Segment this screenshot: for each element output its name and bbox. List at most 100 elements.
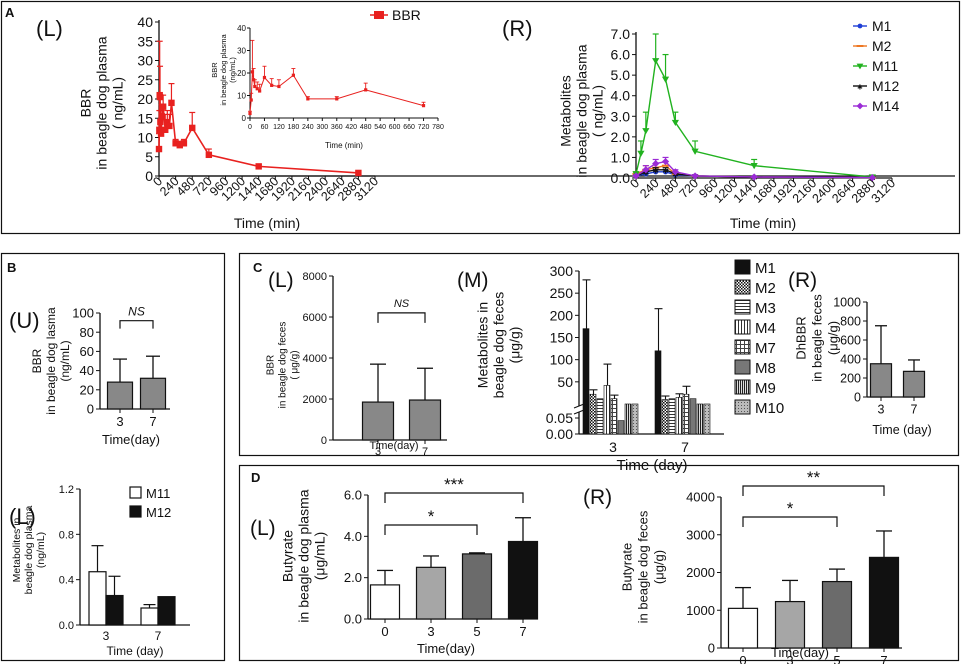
y-axis-label: BBR [78, 89, 94, 118]
y-tick-label: 40 [80, 363, 94, 378]
panel-d-label: D [251, 470, 260, 485]
y-axis-label: (μg/g) [507, 327, 523, 364]
data-point [176, 142, 183, 149]
bar-m12-day7 [157, 596, 176, 626]
data-point [157, 118, 164, 126]
x-axis-label: Time (day) [872, 423, 931, 437]
y-tick-label: 20 [80, 382, 94, 397]
data-point [155, 145, 163, 153]
legend-swatch-m3 [734, 299, 751, 315]
panel-c-frame [238, 252, 960, 457]
y-tick-label: 0.00 [546, 426, 573, 442]
inset-x-tick-label: 0 [248, 124, 252, 131]
series-line-bbr [158, 95, 359, 174]
x-axis-label: Time(day) [771, 645, 829, 660]
y-tick-label: 0 [708, 641, 715, 656]
y-tick-label: 0.0 [611, 170, 631, 186]
inset-data-point [277, 84, 281, 89]
bar-m4-day7 [675, 397, 683, 435]
panel-d-frame [238, 464, 960, 662]
axis-break-mark [573, 403, 585, 409]
y-tick-label: 300 [550, 263, 574, 279]
inset-y-tick-label: 20 [237, 69, 246, 78]
legend-label-m2: M2 [872, 38, 892, 54]
data-point [156, 93, 164, 101]
legend-label-bbr: BBR [392, 7, 421, 23]
data-point [691, 172, 699, 180]
inset-data-point [249, 98, 253, 102]
y-tick-label: 0.8 [59, 529, 74, 541]
y-tick-label: 6000 [303, 312, 327, 324]
data-point [868, 173, 876, 182]
significance-bracket [384, 524, 478, 535]
data-point [172, 140, 179, 147]
panel-a-frame [0, 0, 961, 235]
y-tick-label: 35 [137, 33, 153, 49]
bar-7 [507, 540, 539, 620]
y-tick-label: 1.0 [611, 149, 631, 165]
panel-tag: (L) [250, 517, 276, 540]
legend-label-m12: M12 [872, 78, 899, 94]
x-axis-label: Time(day) [369, 440, 418, 452]
data-point [162, 126, 169, 133]
legend-label-m3: M3 [755, 300, 776, 317]
data-point [166, 122, 173, 130]
panel-b-frame [0, 252, 226, 662]
bar-3 [361, 401, 395, 441]
bar-m9-day7 [696, 403, 704, 435]
data-point [355, 169, 362, 177]
y-tick-label: 40 [137, 14, 153, 30]
y-axis-label: in beagle dog plasma [296, 489, 312, 622]
inset-data-point [421, 104, 426, 108]
y-axis-label: Metabolites [558, 75, 574, 147]
x-tick-label: 7 [422, 446, 428, 458]
y-tick-label: 100 [550, 352, 574, 368]
bar-m8-day7 [689, 398, 697, 435]
significance-bracket [742, 485, 885, 496]
x-axis-label: Time (day) [107, 644, 164, 658]
y-tick-label: 0.05 [546, 410, 573, 426]
y-tick-label: 2.0 [344, 570, 362, 585]
legend-label-m7: M7 [755, 340, 776, 357]
panel-tag: (R) [502, 16, 533, 41]
data-point [642, 166, 650, 174]
y-axis-label: ( ng/mL) [110, 77, 126, 129]
data-point [750, 163, 758, 170]
bar-m1-day7 [654, 350, 662, 435]
data-point [637, 150, 645, 157]
inset-data-point [335, 97, 339, 101]
y-tick-label: 800 [840, 314, 861, 328]
y-tick-label: 2000 [686, 565, 715, 580]
legend-swatch-m10 [734, 399, 751, 415]
y-tick-label: 2.0 [611, 129, 631, 145]
y-tick-label: 20 [137, 91, 153, 107]
charts-layer: (L)0510152025303540024048072096012001440… [9, 7, 955, 664]
x-tick-label: 5 [833, 653, 840, 664]
y-axis-label: (μg/g) [651, 550, 666, 584]
legend-marker-m11 [856, 63, 864, 70]
y-tick-label: 5 [145, 149, 153, 165]
ns-annotation: NS [128, 305, 145, 319]
inset-x-tick-label: 60 [261, 124, 269, 131]
legend-label-m14: M14 [872, 98, 899, 114]
data-point [180, 140, 188, 147]
legend-swatch-m4 [734, 319, 751, 335]
bar-m10-day3 [631, 403, 639, 435]
inset-x-tick-label: 720 [418, 124, 430, 131]
y-tick-label: 6.0 [611, 47, 631, 63]
y-tick-label: 10 [137, 130, 153, 146]
inset-x-tick-label: 780 [432, 124, 444, 131]
legend-swatch-m2 [734, 279, 751, 295]
y-tick-label: 0.0 [59, 620, 74, 632]
y-tick-label: 7.0 [611, 26, 631, 42]
bar-m4-day3 [603, 385, 611, 435]
y-tick-label: 15 [137, 110, 153, 126]
x-tick-label: 5 [473, 624, 480, 639]
data-point [156, 126, 163, 133]
inset-x-tick-label: 360 [331, 124, 343, 131]
significance-label: * [428, 507, 435, 526]
data-point [652, 58, 660, 65]
legend-label-m1: M1 [755, 260, 776, 277]
legend-label-m12: M12 [146, 505, 171, 520]
bar-3 [415, 566, 447, 620]
